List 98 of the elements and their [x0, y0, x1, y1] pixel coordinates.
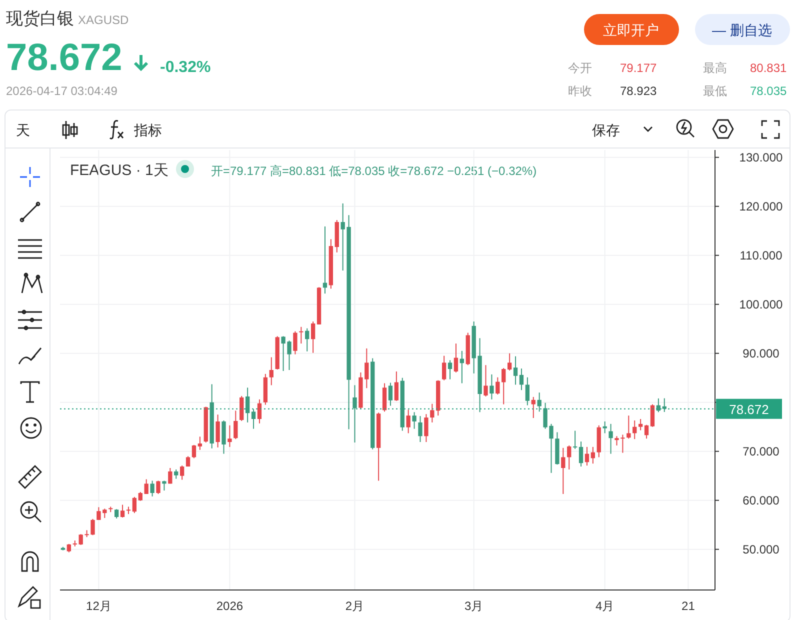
ref-line-label: 78.672	[729, 402, 769, 417]
text: 79.177	[620, 61, 658, 75]
text: 最高	[703, 61, 727, 75]
candlestick	[460, 350, 464, 384]
candlestick	[162, 480, 166, 492]
candlestick	[662, 398, 666, 412]
candlestick	[632, 420, 637, 440]
candlestick	[513, 356, 518, 386]
y-tick-label: 120.000	[739, 199, 784, 214]
candlestick	[216, 414, 220, 448]
chart-title: 现货白银	[6, 9, 74, 28]
candlestick	[174, 468, 178, 480]
candlestick	[531, 396, 536, 419]
chart-subtitle: XAGUSD	[78, 13, 130, 27]
candlestick	[525, 376, 530, 406]
text: 78.035	[750, 84, 788, 98]
text: -0.32%	[160, 59, 211, 76]
candlestick	[537, 392, 542, 412]
text: — 删自选	[712, 22, 772, 38]
text: 天	[16, 122, 30, 138]
candlestick	[222, 420, 226, 454]
candlestick	[602, 420, 607, 434]
candlestick	[412, 412, 416, 430]
candlestick	[430, 403, 434, 423]
candlestick	[192, 444, 196, 459]
candlestick	[644, 424, 649, 440]
candlestick	[650, 404, 655, 428]
candlestick	[352, 384, 357, 444]
candlestick	[638, 418, 643, 431]
annotation: FEAGUS · 1天	[70, 162, 168, 179]
text: 指标	[133, 122, 162, 138]
y-tick-label: 100.000	[739, 297, 784, 312]
candlestick	[442, 355, 446, 381]
y-tick-label: 60.000	[742, 493, 780, 508]
candlestick	[257, 398, 262, 424]
candlestick	[228, 424, 232, 448]
x-tick-label: 2月	[345, 599, 364, 613]
y-tick-label: 70.000	[742, 444, 780, 458]
x-tick-label: 2026	[216, 599, 244, 613]
candlestick	[144, 478, 148, 494]
candlestick	[150, 480, 154, 497]
candlestick	[245, 387, 250, 423]
candlestick	[388, 382, 393, 406]
candlestick	[310, 320, 316, 354]
candlestick	[156, 480, 160, 494]
candlestick	[180, 465, 184, 480]
candlestick	[561, 447, 566, 494]
candlestick	[251, 408, 256, 430]
x-tick-label: 21	[682, 599, 696, 613]
candlestick	[198, 436, 202, 450]
text: 2026-04-17 03:04:49	[6, 84, 118, 98]
candlestick	[507, 352, 512, 371]
text: 今开	[568, 61, 592, 75]
candlestick	[132, 496, 137, 514]
y-tick-label: 110.000	[740, 248, 783, 262]
x-tick-label: 4月	[595, 599, 614, 613]
y-tick-label: 130.000	[739, 150, 784, 164]
candlestick	[234, 410, 238, 440]
candlestick	[394, 370, 399, 402]
text: 78.923	[620, 84, 658, 98]
candlestick	[608, 423, 613, 454]
candlestick	[382, 382, 387, 412]
candlestick	[418, 416, 422, 443]
candlestick	[490, 374, 494, 400]
text: 最低	[703, 84, 727, 98]
candlestick	[572, 430, 578, 450]
text: 立即开户	[603, 22, 659, 38]
y-tick-label: 50.000	[742, 542, 780, 556]
candlestick	[126, 506, 131, 515]
text: 78.672	[6, 37, 122, 79]
x-tick-label: 3月	[464, 599, 484, 613]
text: 80.831	[750, 61, 788, 75]
candlestick	[567, 444, 572, 470]
candlestick	[578, 441, 584, 468]
candlestick	[120, 504, 125, 518]
candlestick	[590, 446, 596, 464]
y-tick-label: 90.000	[742, 346, 780, 360]
candlestick	[584, 446, 590, 466]
candlestick	[240, 395, 244, 422]
candlestick	[299, 326, 304, 344]
x-tick-label: 12月	[86, 599, 112, 613]
candlestick	[293, 330, 298, 355]
annotation: 开=79.177 高=80.831 低=78.035 收=78.672 −0.251 (−0.32%)	[211, 164, 537, 178]
candlestick	[496, 376, 500, 395]
candlestick	[305, 328, 310, 352]
candlestick	[424, 414, 428, 443]
candlestick	[168, 467, 172, 484]
candlestick	[502, 368, 506, 405]
candlestick	[406, 409, 410, 434]
candlestick	[626, 415, 631, 440]
candlestick	[269, 356, 274, 386]
candlestick	[454, 343, 458, 373]
text: 保存	[592, 122, 620, 138]
candlestick	[448, 360, 452, 380]
text: 昨收	[568, 84, 592, 98]
candlestick	[484, 364, 488, 397]
candlestick	[114, 508, 119, 519]
candlestick	[519, 368, 524, 391]
